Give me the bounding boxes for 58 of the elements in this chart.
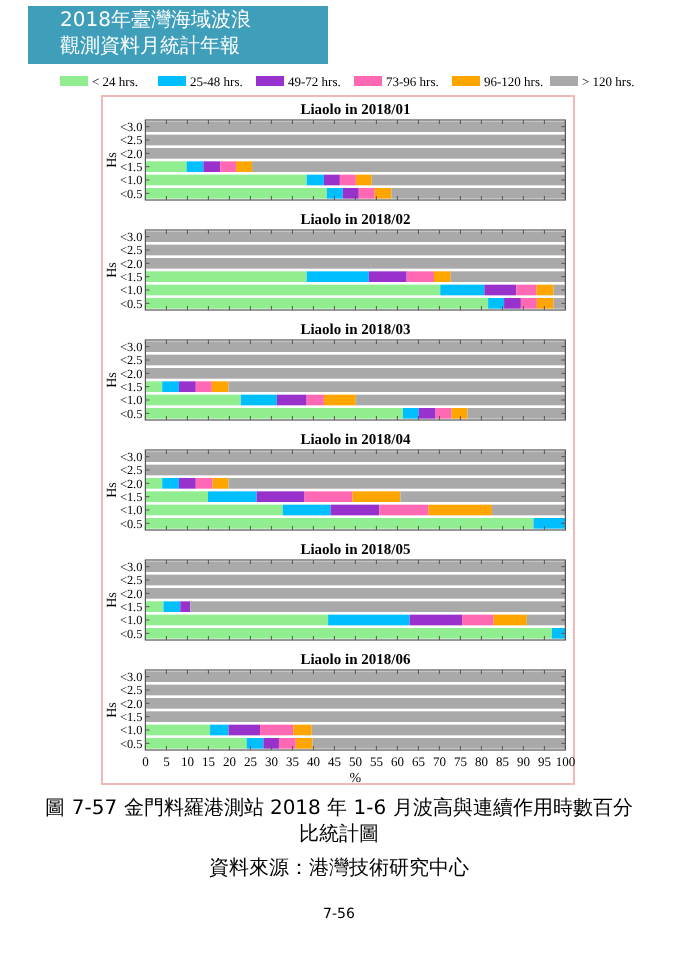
bar xyxy=(440,284,485,296)
source-note: 資料來源：港灣技術研究中心 xyxy=(207,856,471,882)
bar xyxy=(306,271,369,282)
bar xyxy=(330,504,380,516)
bar xyxy=(246,738,264,749)
bar xyxy=(211,381,229,392)
bar xyxy=(352,491,401,502)
bar xyxy=(228,724,261,736)
bar xyxy=(195,381,212,392)
bar xyxy=(220,161,237,172)
bar xyxy=(304,491,353,502)
bar xyxy=(276,394,307,406)
bar xyxy=(282,504,331,516)
bar xyxy=(339,174,356,186)
bar xyxy=(323,174,340,186)
bar xyxy=(207,491,257,502)
bar xyxy=(323,394,356,406)
bar xyxy=(488,298,505,309)
bar xyxy=(162,478,179,489)
bar xyxy=(428,504,492,516)
bar xyxy=(256,491,305,502)
text: 觀測資料月統計年報 xyxy=(60,34,242,60)
bar xyxy=(551,628,566,639)
bar xyxy=(342,188,359,199)
text: 2018年臺灣海域波浪 xyxy=(60,8,253,34)
bar xyxy=(406,271,434,282)
bar xyxy=(236,161,253,172)
bar xyxy=(162,381,179,392)
bar xyxy=(328,614,410,626)
bar xyxy=(433,271,451,282)
caption: 圖 7-57 金門料羅港測站 2018 年 1-6 月波高與連續作用時數百分比統計圖 xyxy=(43,796,635,848)
bar xyxy=(462,614,494,626)
bar xyxy=(379,504,429,516)
bar xyxy=(179,381,196,392)
bar xyxy=(368,271,407,282)
bar xyxy=(210,724,229,736)
bar xyxy=(374,188,392,199)
bar xyxy=(326,188,343,199)
bar xyxy=(435,408,452,419)
bar xyxy=(493,614,527,626)
bar xyxy=(263,738,279,749)
bar xyxy=(180,601,191,612)
bar xyxy=(451,408,468,419)
bar xyxy=(402,408,419,419)
bar xyxy=(212,478,229,489)
bar xyxy=(163,601,181,612)
bar xyxy=(358,188,375,199)
bar xyxy=(409,614,463,626)
bar xyxy=(186,161,204,172)
bar xyxy=(195,478,213,489)
bar xyxy=(203,161,221,172)
bar xyxy=(179,478,196,489)
bar xyxy=(355,174,372,186)
bar xyxy=(240,394,277,406)
bar xyxy=(306,394,324,406)
bar xyxy=(533,518,566,529)
bar xyxy=(418,408,436,419)
bar xyxy=(306,174,324,186)
